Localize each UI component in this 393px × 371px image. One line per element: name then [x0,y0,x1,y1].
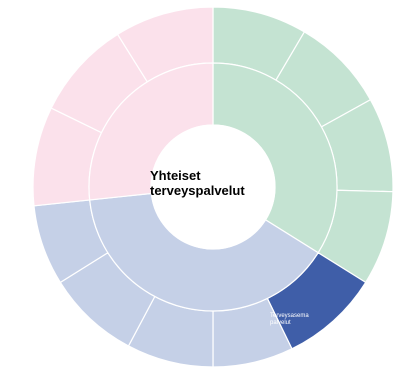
outer-ring [32,6,393,368]
highlighted-segment-label[interactable]: Terveysasema palvelut [270,313,342,327]
center-circle [150,124,276,250]
center-title-line-2: terveyspalvelut [150,183,245,198]
inner-ring [88,62,338,312]
center-title: Yhteiset terveyspalvelut [150,168,280,198]
highlighted-segment-label-line-1: Terveysasema [270,313,309,319]
highlighted-segment-label-line-2: palvelut [270,320,291,326]
center-title-line-1: Yhteiset [150,168,201,183]
